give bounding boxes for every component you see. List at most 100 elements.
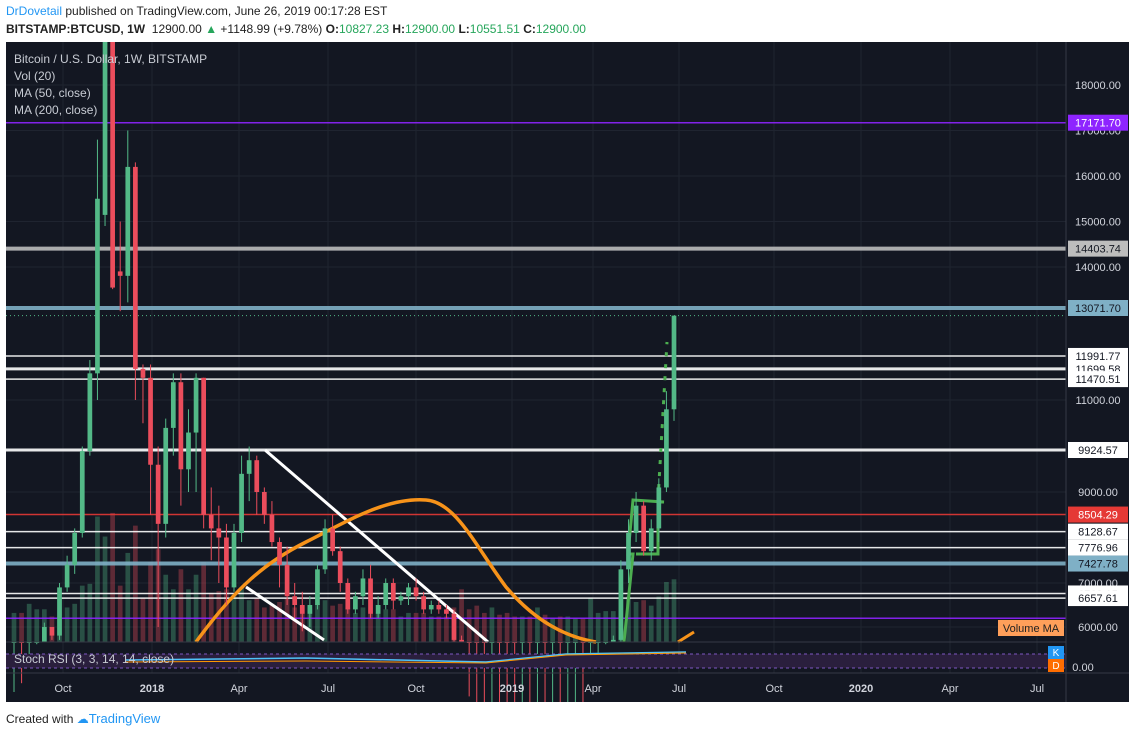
volume-bar bbox=[246, 600, 252, 642]
candle-body bbox=[444, 609, 449, 614]
volume-bar bbox=[595, 612, 601, 642]
price-tick-label: 9000.00 bbox=[1078, 487, 1118, 499]
price-level-label: 7427.78 bbox=[1078, 559, 1118, 571]
candle bbox=[193, 373, 199, 492]
candle-body bbox=[459, 639, 464, 642]
volume-bar bbox=[671, 579, 677, 642]
candle bbox=[201, 377, 207, 529]
publish-line: DrDovetail published on TradingView.com,… bbox=[6, 4, 387, 18]
candle bbox=[421, 591, 427, 614]
volume-bar bbox=[87, 583, 93, 642]
volume-bar bbox=[292, 607, 298, 642]
candle bbox=[57, 583, 62, 640]
volume-bar bbox=[565, 616, 571, 642]
volume-bar bbox=[72, 603, 78, 642]
volume-bar bbox=[201, 562, 207, 642]
vol-label: Vol (20) bbox=[14, 69, 56, 83]
volume-bar bbox=[277, 602, 282, 642]
candle bbox=[618, 560, 624, 642]
candle bbox=[148, 364, 153, 515]
volume-ma-label: Volume MA bbox=[1003, 623, 1060, 635]
price-level-label: 6657.61 bbox=[1078, 593, 1118, 605]
candle-body bbox=[79, 451, 85, 533]
price-level-label: 17171.70 bbox=[1075, 118, 1121, 130]
candle-body bbox=[610, 639, 616, 642]
price-level-tag bbox=[1068, 590, 1128, 607]
candle-body bbox=[406, 587, 411, 597]
volume-bar bbox=[413, 612, 419, 642]
price-change: +1148.99 (+9.78%) bbox=[220, 22, 323, 36]
candle-body bbox=[87, 373, 93, 452]
time-tick-label: Apr bbox=[230, 683, 247, 695]
candle-body bbox=[641, 505, 647, 552]
candle-body bbox=[178, 382, 184, 470]
candle bbox=[87, 360, 93, 456]
ma200-curve bbox=[194, 498, 597, 644]
candle bbox=[368, 564, 373, 619]
price-tick-label: 11000.00 bbox=[1075, 395, 1120, 407]
candle-body bbox=[633, 505, 639, 533]
price-tick-label: 18000.00 bbox=[1075, 80, 1121, 92]
time-tick-label: Apr bbox=[584, 683, 601, 695]
candle-body bbox=[375, 605, 381, 614]
price-level-tag bbox=[1068, 114, 1128, 131]
volume-bar bbox=[610, 611, 616, 642]
volume-bar bbox=[641, 600, 647, 642]
tradingview-brand[interactable]: TradingView bbox=[88, 711, 161, 726]
ma200-label: MA (200, close) bbox=[14, 103, 98, 117]
volume-bar bbox=[353, 612, 358, 642]
candle bbox=[292, 583, 298, 619]
candle-body bbox=[330, 528, 335, 552]
candle-body bbox=[360, 578, 366, 597]
candle bbox=[337, 546, 343, 592]
candle bbox=[102, 42, 108, 227]
author-link[interactable]: DrDovetail bbox=[6, 4, 63, 18]
footer: Created with ☁TradingView bbox=[6, 711, 160, 726]
time-tick-label: Jul bbox=[672, 683, 686, 695]
volume-bar bbox=[535, 607, 540, 642]
price-chart[interactable]: 18000.0017000.0016000.0015000.0014000.00… bbox=[6, 42, 1129, 702]
candle-body bbox=[261, 492, 267, 515]
candle bbox=[170, 373, 176, 456]
trendline-upper bbox=[264, 448, 489, 644]
volume-bar bbox=[79, 585, 85, 642]
volume-bar bbox=[459, 589, 464, 642]
volume-bar bbox=[224, 589, 229, 642]
candle bbox=[444, 605, 449, 619]
volume-bar bbox=[527, 616, 533, 642]
price-level-label: 8504.29 bbox=[1078, 510, 1118, 522]
stoch-tags: K D bbox=[1048, 646, 1064, 672]
candle-body bbox=[41, 627, 47, 642]
candle-body bbox=[671, 315, 677, 410]
price-level-label: 14403.74 bbox=[1075, 244, 1121, 256]
volume-bar bbox=[178, 569, 184, 642]
time-tick-label: Oct bbox=[54, 683, 71, 695]
trend-drawings bbox=[194, 341, 695, 644]
volume-bar bbox=[444, 616, 449, 642]
volume-bar bbox=[269, 603, 275, 642]
candle-body bbox=[254, 460, 260, 492]
volume-bar bbox=[110, 512, 115, 642]
volume-bar bbox=[315, 603, 320, 642]
time-tick-label: Jul bbox=[1030, 683, 1044, 695]
candle bbox=[406, 583, 411, 605]
price-level-tag bbox=[1068, 371, 1128, 388]
candle bbox=[110, 42, 115, 290]
time-tick-label: Apr bbox=[941, 683, 958, 695]
candle bbox=[307, 596, 313, 627]
volume-bar bbox=[34, 609, 40, 642]
stoch-d-tag: D bbox=[1052, 661, 1059, 672]
candle bbox=[375, 596, 381, 619]
candle bbox=[428, 600, 434, 614]
volume-bar bbox=[117, 585, 123, 642]
candle-body bbox=[284, 564, 290, 597]
volume-bar bbox=[261, 607, 267, 642]
candle bbox=[383, 578, 389, 610]
candle bbox=[125, 130, 131, 303]
volume-bar bbox=[474, 605, 480, 642]
close-value: 12900.00 bbox=[535, 22, 586, 36]
price-level-label: 13071.70 bbox=[1075, 303, 1121, 315]
price-level-label: 11991.77 bbox=[1075, 351, 1120, 363]
volume-bar bbox=[497, 614, 502, 642]
candle-body bbox=[231, 532, 237, 588]
